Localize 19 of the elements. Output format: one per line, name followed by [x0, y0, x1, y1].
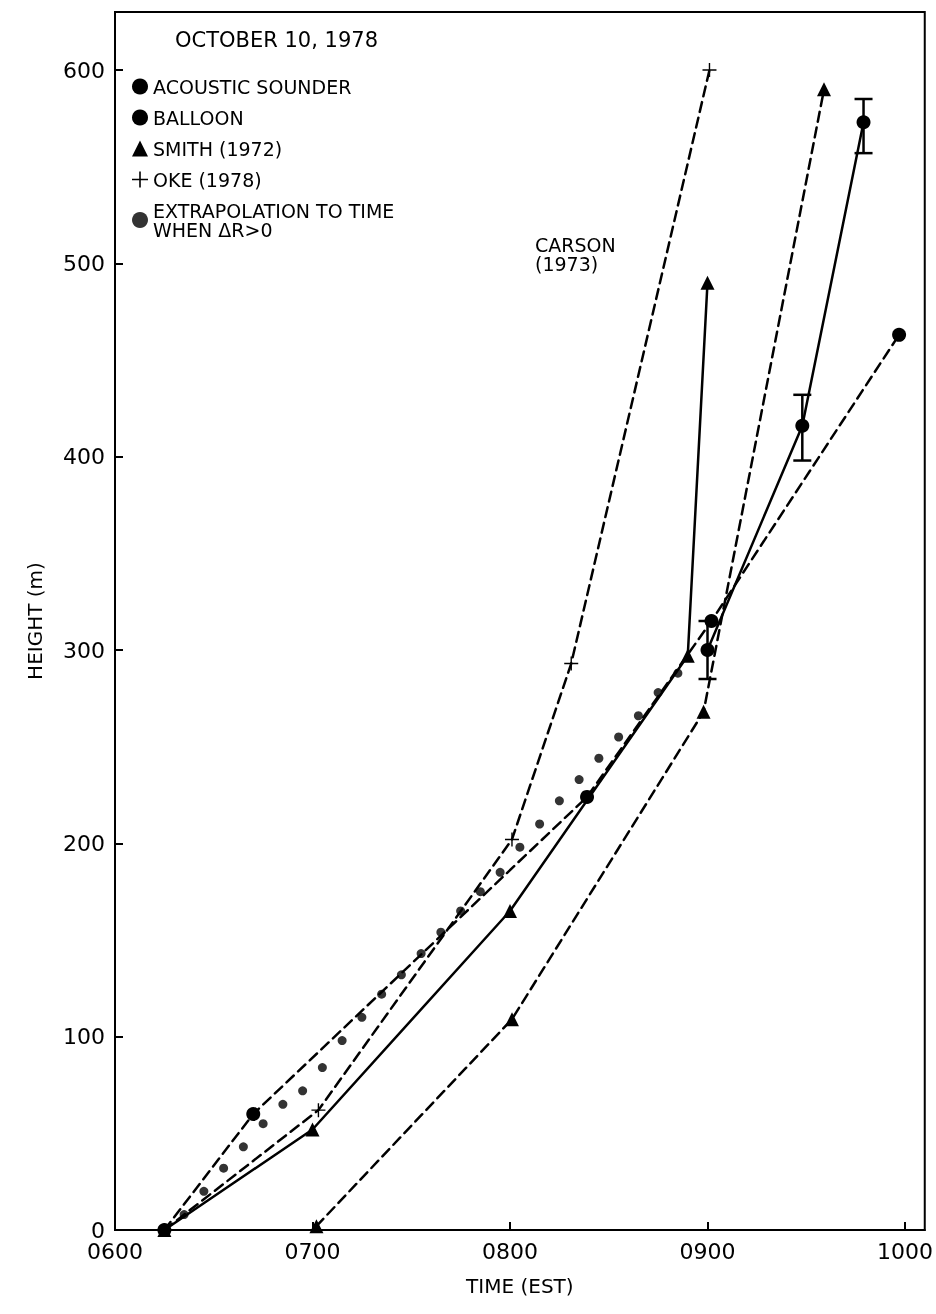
text: OCTOBER 10, 1978: [175, 27, 379, 52]
x-tick-label: 0700: [284, 1238, 341, 1264]
x-tick-label: 1000: [877, 1238, 934, 1264]
x-axis-title: TIME (EST): [465, 1274, 574, 1298]
annotation: CARSON (1973): [535, 233, 622, 275]
y-tick-label: 500: [63, 250, 105, 276]
legend-label: EXTRAPOLATION TO TIME WHEN ΔR>0: [153, 199, 401, 241]
y-tick-label: 100: [63, 1024, 105, 1050]
y-axis-title: HEIGHT (m): [23, 562, 47, 680]
x-tick-label: 0900: [679, 1238, 736, 1264]
legend-label: BALLOON: [153, 106, 244, 129]
legend-label: ACOUSTIC SOUNDER: [153, 75, 352, 98]
y-tick-label: 400: [63, 444, 105, 470]
y-tick-label: 200: [63, 830, 105, 856]
legend-label: OKE (1978): [153, 168, 262, 191]
x-tick-label: 0800: [482, 1238, 538, 1264]
legend-label: SMITH (1972): [153, 137, 283, 160]
y-tick-label: 300: [63, 637, 105, 663]
y-tick-label: 600: [63, 57, 105, 83]
